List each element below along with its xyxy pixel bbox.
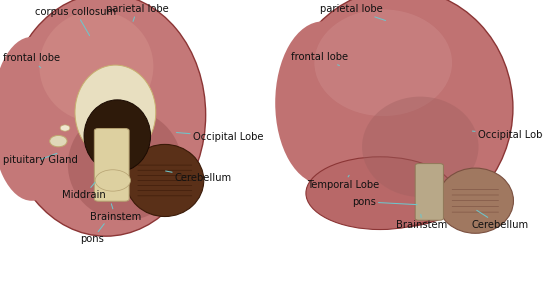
Text: pons: pons <box>80 224 104 245</box>
Text: Middrain: Middrain <box>62 182 106 200</box>
Text: Occipital Lobe: Occipital Lobe <box>472 130 543 141</box>
Ellipse shape <box>285 0 513 227</box>
Text: Occipital Lobe: Occipital Lobe <box>176 132 263 142</box>
Text: frontal lobe: frontal lobe <box>291 52 348 66</box>
Text: pons: pons <box>352 197 417 207</box>
Text: parietal lobe: parietal lobe <box>106 4 169 21</box>
Ellipse shape <box>437 168 514 233</box>
FancyBboxPatch shape <box>415 164 444 220</box>
Ellipse shape <box>68 109 182 221</box>
Ellipse shape <box>75 65 156 160</box>
Ellipse shape <box>60 125 70 131</box>
Text: corpus collosum: corpus collosum <box>35 7 116 36</box>
FancyBboxPatch shape <box>94 129 129 201</box>
Ellipse shape <box>95 170 130 191</box>
Ellipse shape <box>275 21 370 184</box>
Ellipse shape <box>306 157 454 229</box>
Ellipse shape <box>6 0 206 236</box>
Ellipse shape <box>126 144 204 217</box>
Text: Brainstem: Brainstem <box>90 204 141 222</box>
Text: Temporal Lobe: Temporal Lobe <box>307 175 379 190</box>
Ellipse shape <box>314 9 452 116</box>
Ellipse shape <box>50 135 67 147</box>
Text: Brainstem: Brainstem <box>396 214 447 230</box>
Ellipse shape <box>40 11 154 122</box>
Ellipse shape <box>84 100 150 172</box>
Text: pituitary Gland: pituitary Gland <box>3 153 78 165</box>
Ellipse shape <box>0 37 72 201</box>
Text: parietal lobe: parietal lobe <box>320 4 386 21</box>
Text: Cerebellum: Cerebellum <box>471 210 528 230</box>
Text: Cerebellum: Cerebellum <box>166 171 232 183</box>
Ellipse shape <box>362 97 478 197</box>
Text: frontal lobe: frontal lobe <box>3 53 60 68</box>
